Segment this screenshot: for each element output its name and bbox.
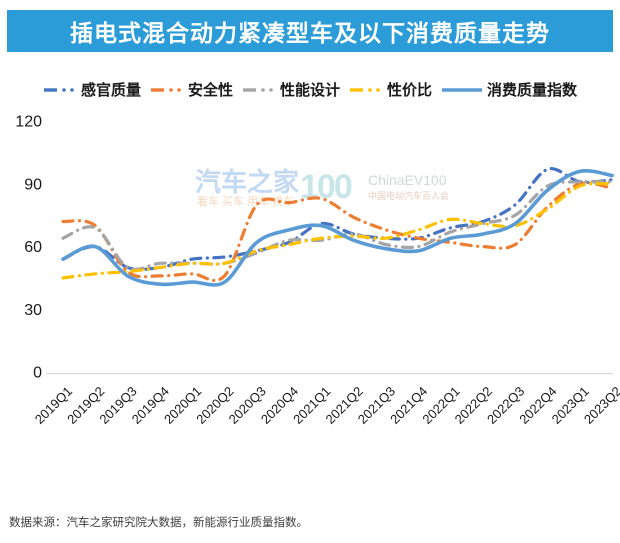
x-axis-labels: 2019Q12019Q22019Q32019Q42020Q12020Q22020…: [32, 384, 620, 427]
y-tick-90: 90: [24, 176, 42, 193]
legend-marker-icon: [150, 87, 181, 92]
legend-item-3: 性价比: [349, 79, 432, 100]
legend-label-2: 性能设计: [279, 82, 340, 99]
legend-label-3: 性价比: [387, 82, 433, 99]
series-line-1: [61, 181, 614, 283]
watermark-brand: 汽车之家: [195, 167, 299, 197]
series-line-3: [61, 181, 614, 280]
y-axis-labels: 0 30 60 90 120: [15, 114, 42, 382]
watermark-org-sub: 中国电动汽车百人会: [368, 190, 449, 201]
legend-marker-icon: [242, 87, 273, 92]
y-tick-120: 120: [15, 114, 42, 131]
legend-label-4: 消费质量指数: [487, 82, 578, 99]
legend-label-0: 感官质量: [80, 82, 141, 99]
legend-item-4: 消费质量指数: [441, 79, 577, 100]
legend-item-2: 性能设计: [242, 79, 340, 100]
legend-item-0: 感官质量: [43, 79, 141, 100]
data-source-note: 数据来源：汽车之家研究院大数据，新能源行业质量指数。: [9, 517, 308, 529]
watermark-org: ChinaEV100: [368, 172, 447, 188]
legend-marker-icon: [442, 87, 483, 92]
legend-marker-icon: [43, 87, 74, 92]
legend-marker-icon: [350, 87, 380, 92]
watermark-brand-sub: 看车 买车 用车 换车: [197, 194, 294, 208]
page-title: 插电式混合动力紧凑型车及以下消费质量走势: [70, 20, 550, 46]
chart-legend: 感官质量 安全性 性能设计 性价比 消费质量指数: [0, 79, 620, 100]
legend-label-1: 安全性: [187, 82, 233, 99]
series-line-4: [61, 169, 614, 287]
y-tick-60: 60: [24, 239, 42, 256]
legend-item-1: 安全性: [150, 79, 233, 100]
y-tick-0: 0: [33, 365, 42, 382]
y-tick-30: 30: [24, 302, 42, 319]
title-banner: 插电式混合动力紧凑型车及以下消费质量走势: [7, 10, 613, 52]
